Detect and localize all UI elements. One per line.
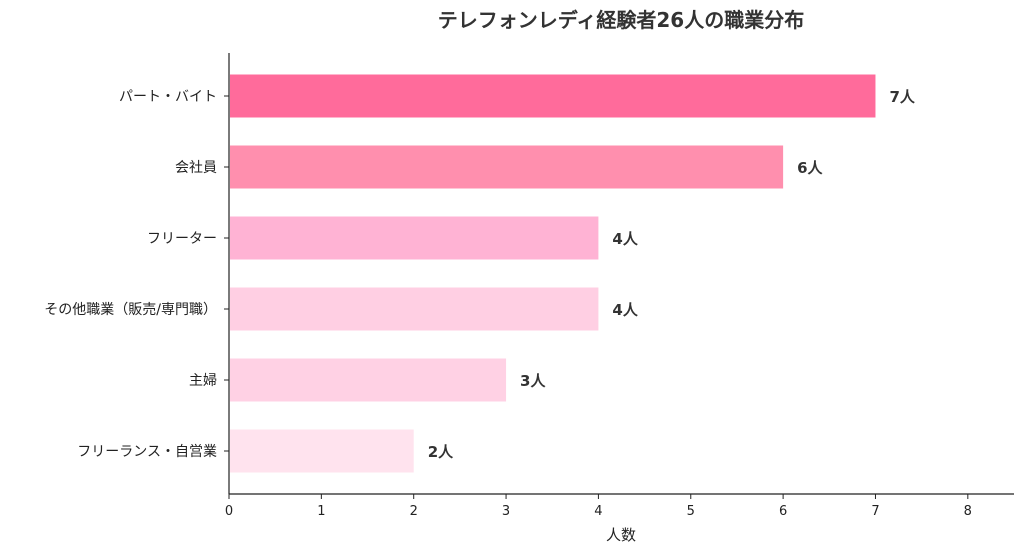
x-tick-label-5: 5: [687, 504, 695, 519]
x-tick-label-7: 7: [871, 504, 879, 519]
category-label-1: 会社員: [175, 160, 217, 176]
x-tick-label-8: 8: [964, 504, 972, 519]
value-label-5: 2人: [428, 443, 454, 461]
value-label-2: 4人: [612, 230, 638, 248]
category-label-4: 主婦: [189, 372, 217, 389]
x-tick-label-6: 6: [779, 504, 787, 519]
x-tick-label-1: 1: [317, 504, 325, 519]
value-label-1: 6人: [797, 159, 823, 177]
x-axis-title: 人数: [606, 526, 636, 544]
axes: 0 1 2 3 4 5 6 7 8: [224, 53, 1014, 519]
bar-2: [230, 216, 599, 260]
value-label-4: 3人: [520, 372, 546, 390]
x-tick-label-2: 2: [410, 504, 418, 519]
value-label-0: 7人: [889, 88, 915, 106]
value-labels: 7人 6人 4人 4人 3人 2人: [428, 88, 916, 461]
category-label-5: フリーランス・自営業: [77, 444, 217, 460]
chart-title: テレフォンレディ経験者26人の職業分布: [438, 8, 804, 32]
bar-3: [230, 287, 599, 331]
value-label-3: 4人: [612, 301, 638, 319]
x-tick-label-0: 0: [225, 504, 233, 519]
category-label-0: パート・バイト: [119, 89, 217, 105]
x-tick-label-4: 4: [594, 504, 602, 519]
bar-5: [230, 429, 414, 473]
bar-4: [230, 358, 507, 402]
bar-1: [230, 145, 784, 189]
bar-0: [230, 74, 876, 118]
bars-layer: [230, 74, 876, 473]
category-label-2: フリーター: [147, 231, 217, 247]
x-tick-label-3: 3: [502, 504, 510, 519]
category-label-3: その他職業（販売/専門職）: [44, 302, 217, 318]
